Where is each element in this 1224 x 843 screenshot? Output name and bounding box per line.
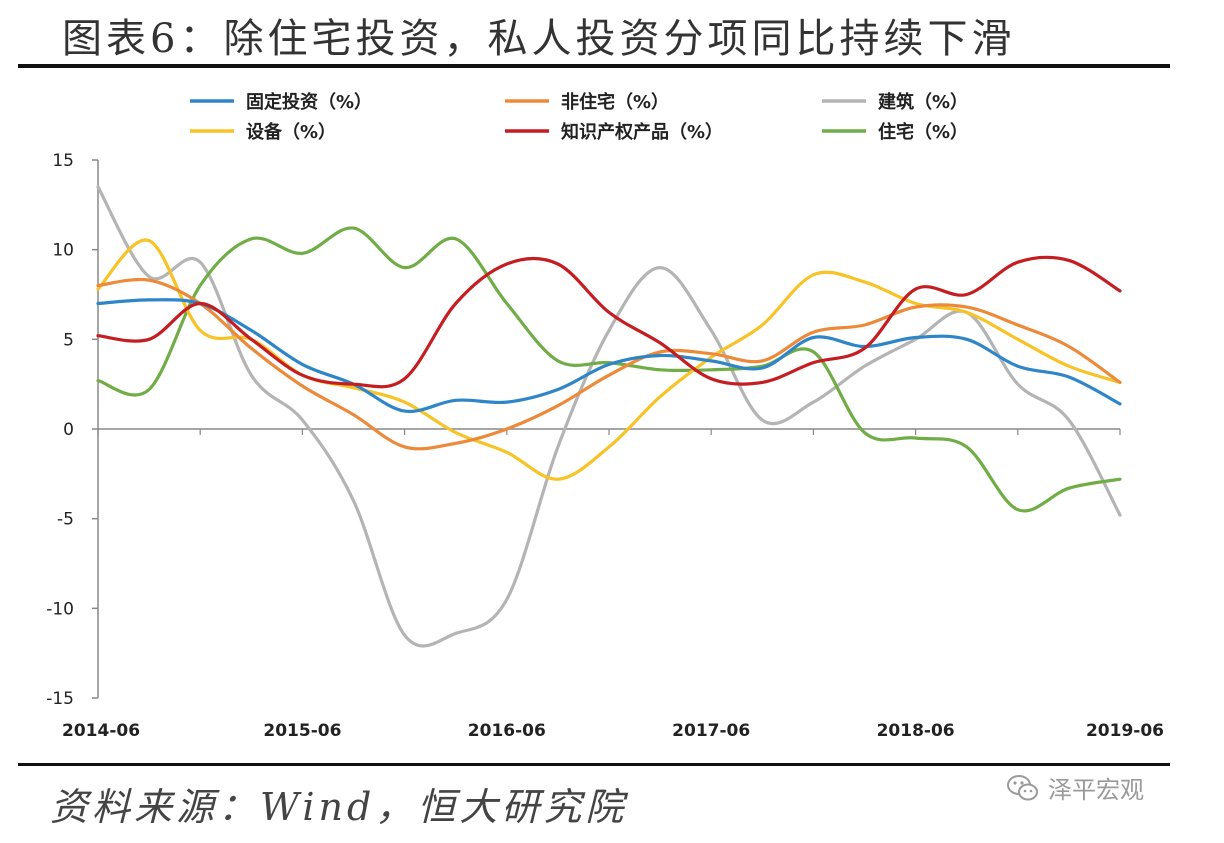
legend-label: 固定投资（%） [246,91,372,113]
legend-item: 建筑（%） [822,91,968,113]
top-rule [18,64,1170,68]
x-axis: 2014-06 2015-06 2016-06 2017-06 2018-06 2019-… [62,428,1164,741]
source-note: 资料来源：Wind，恒大研究院 [50,785,628,829]
series-line-4 [96,255,1122,389]
series-line-2 [96,185,1122,648]
y-tick-label: 10 [52,241,74,261]
y-tick-label: 15 [52,151,74,171]
bottom-rule [18,763,1170,766]
legend-label: 设备（%） [246,121,336,143]
legend-item: 住宅（%） [822,121,968,143]
x-tick-label: 2014-06 [62,721,140,741]
x-tick-label: 2016-06 [468,721,546,741]
series-lines [96,185,1122,648]
series-line-1 [96,277,1122,451]
series-line-3 [96,238,1122,481]
x-tick-label: 2018-06 [877,721,955,741]
watermark: 泽平宏观 [1006,770,1144,805]
wechat-icon [1007,774,1038,800]
legend-label: 知识产权产品（%） [561,121,723,143]
legend-label: 住宅（%） [878,121,968,143]
watermark-text: 泽平宏观 [1048,776,1144,804]
y-tick-label: 5 [63,330,74,350]
x-tick-label: 2019-06 [1086,721,1164,741]
y-tick-label: -15 [46,689,74,709]
y-tick-label: -10 [46,599,74,619]
x-tick-label: 2015-06 [263,721,341,741]
y-axis: -15 -10 -5 0 5 10 15 [46,151,99,709]
legend-item: 固定投资（%） [190,91,372,113]
y-tick-label: -5 [57,510,74,530]
legend-item: 知识产权产品（%） [505,121,723,143]
legend-item: 设备（%） [190,121,336,143]
chart-title: 图表6：除住宅投资，私人投资分项同比持续下滑 [62,16,1016,62]
legend-item: 非住宅（%） [505,91,669,113]
legend-label: 建筑（%） [878,91,968,113]
x-tick-label: 2017-06 [672,721,750,741]
series-line-0 [96,298,1122,414]
legend: 固定投资（%） 非住宅（%） 建筑（%） 设备（%） 知识产权产品（%） 住宅（%） [190,91,968,143]
legend-label: 非住宅（%） [561,91,669,113]
series-line-5 [96,226,1122,513]
y-tick-label: 0 [63,420,74,440]
